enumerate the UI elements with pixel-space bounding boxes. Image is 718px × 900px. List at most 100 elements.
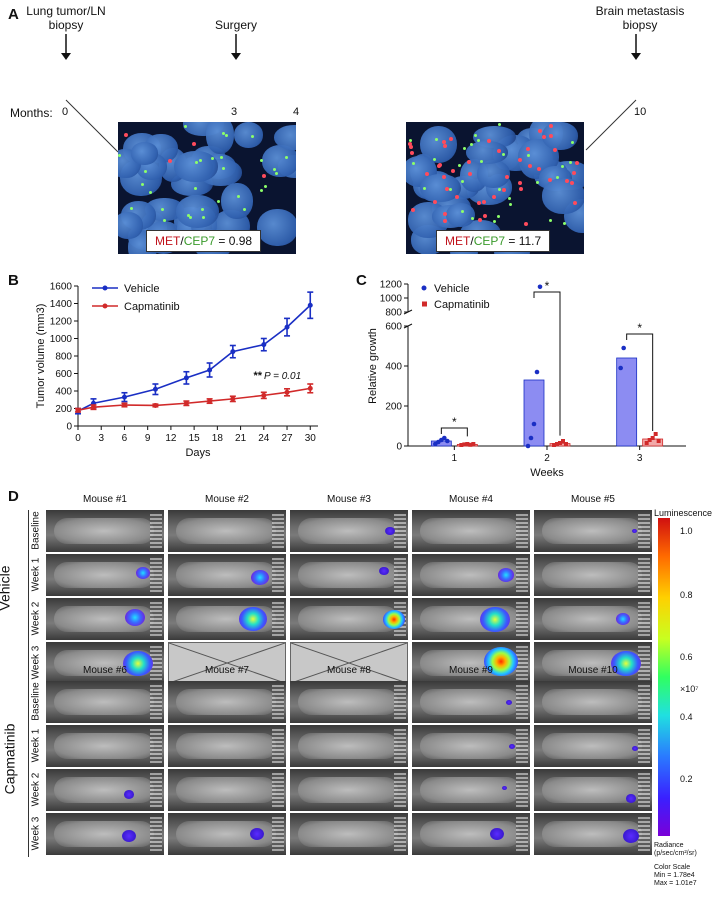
scale-ruler — [638, 773, 650, 807]
point-capmatinib — [650, 436, 655, 440]
met-signal — [408, 142, 413, 147]
scale-ruler — [150, 558, 162, 592]
met-signal — [445, 187, 450, 192]
scale-ruler — [638, 602, 650, 636]
x-tick-label: 9 — [145, 433, 151, 444]
nucleus — [273, 124, 296, 150]
significance-star: * — [545, 279, 550, 293]
data-point — [152, 402, 158, 408]
mouse-body — [298, 518, 398, 544]
point-capmatinib — [468, 442, 473, 447]
y-tick-label: 600 — [385, 322, 402, 333]
segment-chemo-label: cisplatin/docetaxel — [104, 74, 194, 86]
mouse-body — [176, 777, 276, 803]
mouse-body — [176, 518, 276, 544]
scale-ruler — [394, 558, 406, 592]
relative-growth-chart: 0 200 400 600 800 1000 1200 Relative growth Week… — [367, 279, 686, 479]
bioluminescence-image — [412, 769, 530, 811]
point-vehicle — [621, 345, 626, 351]
met-signal — [548, 124, 553, 129]
scale-ruler — [272, 817, 284, 851]
x-tick-label: 2 — [544, 453, 550, 464]
bioluminescence-image — [534, 510, 652, 552]
segment-radiation-label: radiation therapy — [244, 68, 288, 92]
cep7-signal — [479, 159, 483, 163]
cep7-signal — [220, 156, 224, 160]
mouse-header: Mouse #7 — [205, 665, 249, 676]
nucleus — [465, 141, 508, 165]
bioluminescence-image — [168, 510, 286, 552]
scale-ruler — [394, 729, 406, 763]
data-point — [207, 398, 213, 404]
nucleus — [233, 122, 264, 149]
nucleus — [261, 144, 296, 177]
mouse-body — [542, 733, 642, 759]
nucleus — [257, 209, 296, 246]
bioluminescence-image — [46, 769, 164, 811]
scale-ruler — [394, 773, 406, 807]
luminescence-signal — [123, 650, 154, 676]
met-signal — [123, 133, 128, 138]
bioluminescence-image — [534, 681, 652, 723]
met-signal — [168, 158, 172, 163]
cep7-signal — [140, 182, 144, 186]
luminescence-signal — [509, 743, 516, 749]
mouse-header: Mouse #6 — [83, 665, 127, 676]
luminescence-signal — [611, 650, 642, 676]
mouse-header: Mouse #9 — [449, 665, 493, 676]
cep7-signal — [211, 156, 215, 160]
panel-letter-a: A — [8, 6, 19, 23]
cep7-signal — [250, 134, 254, 138]
data-point — [90, 404, 96, 410]
luminescence-signal — [238, 607, 267, 632]
mouse-body — [298, 562, 398, 588]
data-point — [284, 324, 290, 330]
cep7-signal — [217, 199, 221, 203]
mouse-body — [420, 777, 520, 803]
group-label-capmatinib: Capmatinib — [1, 723, 18, 795]
nucleus — [542, 122, 579, 151]
mouse-body — [176, 689, 276, 715]
nucleus — [476, 160, 511, 188]
scale-ruler — [272, 602, 284, 636]
met-signal — [553, 147, 558, 152]
row-label-week-1: Week 1 — [30, 728, 42, 763]
bioluminescence-image — [534, 554, 652, 596]
met-signal — [467, 171, 472, 176]
bioluminescence-image — [534, 813, 652, 855]
y-tick-label: 200 — [385, 402, 402, 413]
row-label-week-2: Week 2 — [30, 772, 42, 807]
bioluminescence-image — [412, 554, 530, 596]
cep7-signal — [508, 203, 512, 207]
scale-ruler — [272, 514, 284, 548]
event-brain-biopsy-label: Brain metastasis biopsy — [595, 4, 685, 32]
luminescence-signal — [631, 528, 637, 534]
mouse-body — [54, 777, 154, 803]
scale-ruler — [638, 558, 650, 592]
bioluminescence-image — [534, 598, 652, 640]
row-label-baseline: Baseline — [30, 511, 42, 550]
met-signal — [496, 148, 501, 153]
y-tick-label: 600 — [55, 369, 72, 380]
row-label-baseline: Baseline — [30, 682, 42, 721]
colorbar — [658, 518, 670, 836]
bioluminescence-image — [290, 725, 408, 767]
met-signal — [454, 194, 459, 199]
point-vehicle — [537, 284, 543, 290]
mouse-body — [54, 689, 154, 715]
scale-ruler — [516, 514, 528, 548]
cep7-signal — [422, 186, 426, 190]
scale-ruler — [638, 817, 650, 851]
y-tick-label: 1600 — [50, 282, 73, 293]
met-signal — [523, 221, 528, 226]
point-capmatinib — [552, 443, 556, 447]
significance-bracket — [626, 333, 654, 431]
bioluminescence-image — [412, 642, 530, 684]
y-tick-label: 1000 — [380, 294, 403, 305]
scale-ruler — [638, 646, 650, 680]
y-axis-label: Tumor volume (mm3) — [35, 304, 47, 409]
mouse-body — [542, 562, 642, 588]
month-tick-4: 4 — [293, 106, 300, 118]
row-label-week-2: Week 2 — [30, 601, 42, 636]
mouse-body — [542, 689, 642, 715]
